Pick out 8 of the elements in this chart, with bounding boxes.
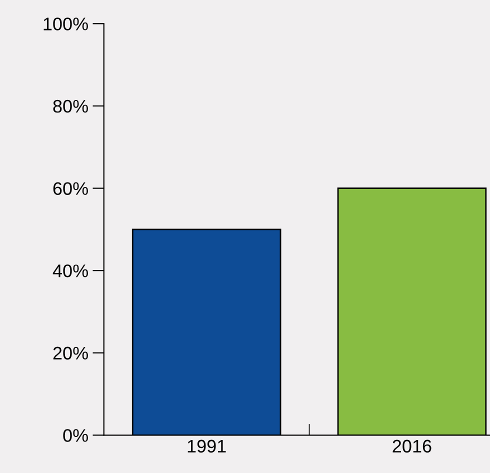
y-tick-label: 100% — [44, 18, 88, 30]
y-tick-label: 60% — [53, 182, 88, 195]
x-tick-label: 2016 — [392, 440, 432, 453]
y-tick-label: 20% — [53, 346, 88, 360]
y-tick-label: 0% — [63, 429, 88, 442]
y-tick-label: 80% — [53, 100, 88, 113]
x-tick-label: 1991 — [188, 440, 226, 453]
y-tick-label: 40% — [52, 264, 88, 278]
